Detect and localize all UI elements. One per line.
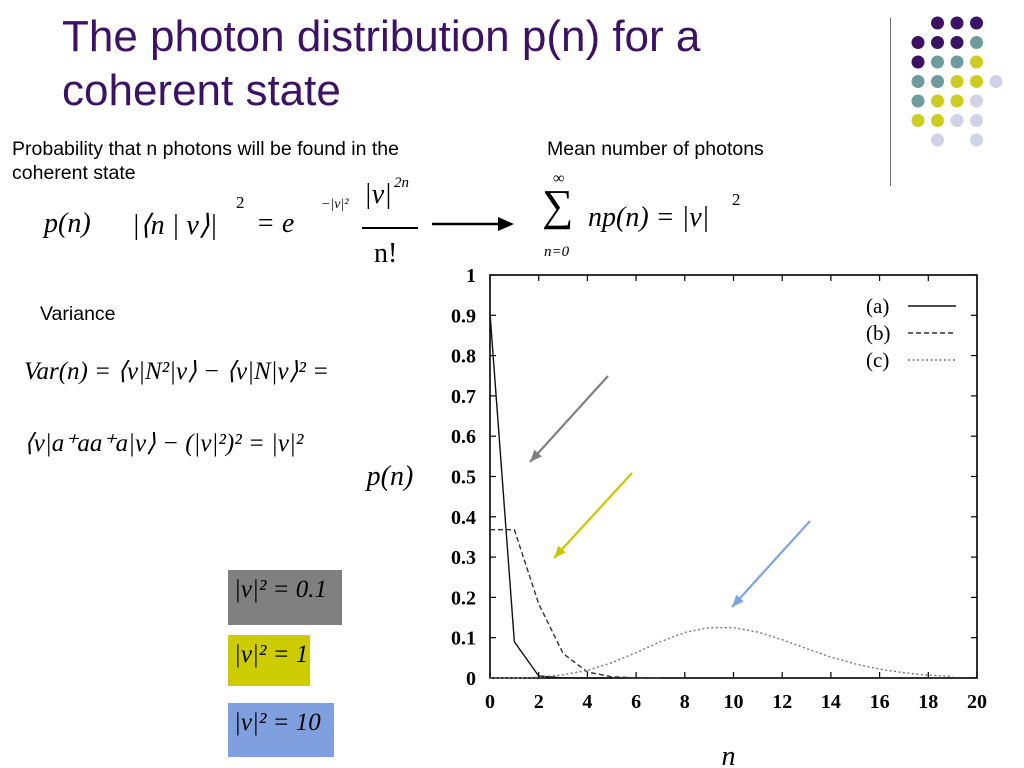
mean-sum-symbol: ∑	[542, 181, 574, 230]
decor-dot	[931, 133, 944, 147]
pn-fraction-bar	[362, 227, 418, 229]
y-tick-label: 0.8	[451, 346, 476, 368]
arrow-head	[530, 449, 542, 462]
mean-sum-bottom: n=0	[544, 244, 570, 260]
y-tick-label: 0.9	[451, 305, 476, 327]
pn-equals-e: = e	[256, 208, 295, 239]
decor-dot	[970, 114, 983, 127]
decor-dot	[970, 16, 983, 30]
decor-dot	[970, 94, 983, 108]
variance-label: Variance	[40, 303, 116, 325]
y-tick-label: 1	[466, 265, 476, 287]
decor-dot	[911, 75, 925, 88]
x-tick-label: 14	[821, 691, 841, 713]
legend-box-1: |v|² = 1	[228, 635, 310, 686]
y-tick-label: 0.3	[451, 547, 476, 569]
mean-sum-top: ∞	[553, 170, 565, 187]
decor-dot	[931, 94, 944, 108]
decor-dot	[950, 55, 964, 69]
decor-dot	[911, 94, 925, 108]
y-tick-label: 0.4	[451, 507, 476, 529]
y-tick-label: 0.6	[451, 426, 476, 448]
variance-equation-line1: Var(n) = ⟨v|N²|v⟩ − ⟨v|N|v⟩² =	[24, 358, 329, 385]
x-tick-label: 12	[772, 691, 792, 713]
arrow-blue	[731, 520, 811, 608]
x-axis-label: n	[722, 741, 736, 768]
decor-dot	[989, 75, 1003, 88]
decor-dot	[931, 114, 944, 127]
legend-box-0.1: |v|² = 0.1	[228, 570, 342, 625]
y-axis-label: p(n)	[365, 461, 414, 492]
series-line-c	[490, 626, 953, 679]
pn-denominator: n!	[374, 238, 398, 269]
pn-lhs: p(n)	[44, 208, 91, 239]
x-tick-label: 0	[485, 691, 495, 713]
x-tick-label: 6	[631, 691, 641, 713]
title-divider	[890, 18, 891, 186]
x-tick-label: 10	[724, 691, 744, 713]
decor-dot	[931, 36, 944, 49]
decor-dot	[931, 16, 944, 30]
slide-title: The photon distribution p(n) for a coher…	[62, 12, 701, 115]
arrow-gray	[529, 375, 609, 463]
decor-dot	[950, 16, 964, 30]
y-tick-label: 0.5	[451, 467, 476, 489]
decor-dot	[970, 36, 983, 49]
mean-label: Mean number of photons	[547, 138, 764, 160]
y-tick-label: 0.2	[451, 587, 476, 609]
x-tick-label: 4	[582, 691, 592, 713]
decor-dot	[950, 36, 964, 49]
decor-dot	[911, 114, 925, 127]
arrow-shaft	[553, 472, 633, 559]
plot-frame	[489, 274, 978, 679]
decor-dot	[950, 114, 964, 127]
pn-exponent: −|v|²	[321, 197, 349, 212]
legend-entry-b: (b)	[866, 321, 891, 345]
series-line-a	[489, 313, 612, 679]
probability-label: Probability that n photons will be found…	[12, 138, 400, 184]
pn-bracket-sq: 2	[236, 193, 245, 212]
decor-dot	[950, 75, 964, 88]
decor-dot	[931, 55, 944, 69]
arrow-yellow	[553, 472, 633, 559]
variance-equation-line2: ⟨v|a⁺aa⁺a|v⟩ − (|v|²)² = |v|²	[24, 430, 304, 457]
y-tick-label: 0.1	[451, 628, 476, 650]
implies-arrow	[432, 217, 514, 231]
pn-numerator: |v|	[364, 179, 392, 210]
arrow-shaft	[731, 520, 811, 608]
x-tick-label: 16	[870, 691, 890, 713]
pn-numerator-sup: 2n	[394, 175, 409, 191]
x-tick-label: 2	[534, 691, 544, 713]
pn-equation: p(n) |⟨n | v⟩| 2 = e −|v|² |v| 2n n!	[44, 175, 434, 275]
legend-box-10: |v|² = 10	[228, 703, 334, 757]
decor-dot	[950, 94, 964, 108]
decorative-dot-grid	[911, 16, 1003, 147]
mean-sq: 2	[732, 190, 741, 209]
series-line-b	[490, 528, 661, 679]
legend-entry-a: (a)	[866, 294, 889, 318]
decor-dot	[970, 133, 983, 147]
y-tick-label: 0	[466, 668, 476, 690]
x-tick-label: 8	[680, 691, 690, 713]
legend-entry-c: (c)	[866, 348, 889, 372]
decor-dot	[970, 75, 983, 88]
mean-body: np(n) = |v|	[588, 202, 710, 233]
decor-dot	[911, 55, 925, 69]
arrow-head	[554, 545, 566, 558]
pn-bracket: |⟨n | v⟩|	[132, 210, 218, 241]
y-tick-label: 0.7	[451, 386, 476, 408]
decor-dot	[931, 75, 944, 88]
arrow-head	[732, 594, 744, 607]
decor-dot	[911, 36, 925, 49]
x-tick-label: 18	[918, 691, 938, 713]
arrow-shaft	[529, 375, 609, 463]
mean-equation: ∞ ∑ n=0 np(n) = |v| 2	[540, 170, 770, 267]
decor-dot	[970, 55, 983, 69]
x-tick-label: 20	[967, 691, 987, 713]
